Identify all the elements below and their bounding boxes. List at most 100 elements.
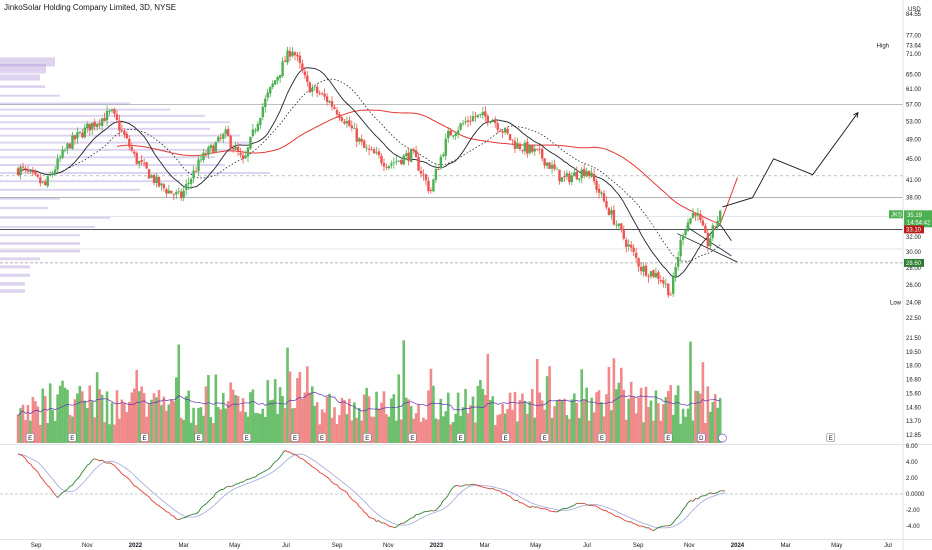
- osc-segment: [198, 507, 202, 513]
- event-marker-label: D: [699, 436, 704, 442]
- volume-bar: [58, 385, 62, 443]
- candle-body: [454, 133, 457, 137]
- candle-body: [459, 123, 462, 130]
- osc-segment: [522, 502, 526, 505]
- osc-segment: [653, 528, 657, 532]
- candle-body: [63, 149, 67, 151]
- profile-bar: [0, 64, 46, 74]
- osc-segment: [440, 500, 444, 506]
- candle-body: [249, 136, 252, 149]
- candle-body: [380, 155, 383, 164]
- candle-body: [664, 283, 667, 285]
- event-marker-label: E: [197, 436, 201, 442]
- osc-segment: [255, 474, 259, 478]
- osc-segment: [650, 529, 654, 532]
- candle-body: [301, 63, 304, 71]
- osc-segment: [44, 482, 49, 486]
- osc-segment: [101, 459, 105, 463]
- volume-bar: [128, 401, 131, 443]
- osc-segment: [492, 487, 496, 491]
- profile-bar: [0, 57, 55, 67]
- level-badge: [904, 258, 924, 267]
- volume-bar: [174, 377, 178, 443]
- candle-body: [39, 177, 42, 184]
- candle-body: [471, 116, 475, 122]
- osc-segment: [475, 484, 479, 487]
- osc-segment: [433, 509, 436, 512]
- osc-segment: [660, 525, 664, 528]
- volume-tick-label: 16.80: [906, 378, 922, 384]
- candle-body: [543, 158, 546, 166]
- osc-segment: [584, 502, 587, 506]
- time-tick-label: May: [229, 543, 240, 549]
- volume-bar: [422, 417, 425, 443]
- osc-segment: [351, 499, 355, 502]
- osc-segment: [329, 479, 333, 483]
- osc-segment: [524, 504, 528, 507]
- oscillator-pane: [0, 450, 903, 532]
- candle-body: [138, 161, 141, 164]
- candle-body: [615, 224, 618, 226]
- candle-body: [456, 130, 460, 135]
- candle-body: [46, 176, 49, 187]
- osc-segment: [354, 500, 358, 504]
- candle-body: [244, 155, 247, 159]
- osc-segment: [309, 464, 313, 468]
- candle-body: [197, 159, 200, 172]
- profile-bar: [0, 257, 40, 261]
- osc-segment: [499, 490, 503, 494]
- volume-bar: [26, 405, 30, 443]
- candle-body: [622, 229, 625, 239]
- profile-bar: [0, 74, 40, 81]
- candle-body: [118, 120, 121, 131]
- osc-tick-label: -2.00: [906, 508, 920, 514]
- candle-body: [264, 98, 267, 108]
- candle-body: [647, 276, 650, 278]
- volume-bar: [676, 385, 680, 443]
- candle-body: [570, 175, 574, 183]
- osc-segment: [250, 476, 254, 480]
- volume-bar: [48, 383, 52, 443]
- volume-bar: [362, 394, 366, 443]
- candle-body: [254, 130, 257, 132]
- volume-tick-label: 14.60: [906, 405, 922, 411]
- candle-body: [355, 128, 358, 142]
- osc-segment: [613, 514, 617, 517]
- osc-segment: [378, 520, 382, 524]
- candle-body: [694, 213, 697, 216]
- candle-body: [503, 128, 507, 133]
- volume-bar: [145, 416, 148, 443]
- osc-segment: [210, 496, 214, 500]
- osc-segment: [606, 510, 610, 514]
- candle-body: [402, 155, 405, 165]
- volume-bar: [315, 402, 319, 443]
- profile-bar: [0, 234, 80, 237]
- osc-segment: [341, 489, 345, 492]
- osc-segment: [618, 516, 622, 519]
- candle-body: [479, 113, 482, 115]
- volume-bar: [259, 413, 262, 443]
- candle-body: [303, 71, 307, 76]
- candle-body: [533, 148, 536, 152]
- volume-bar: [236, 396, 240, 443]
- volume-bar: [558, 399, 561, 443]
- level-badge-label: 28.60: [906, 261, 922, 267]
- volume-bar: [649, 400, 653, 443]
- osc-segment: [420, 511, 424, 514]
- candle-body: [434, 169, 438, 180]
- osc-segment: [109, 462, 113, 465]
- osc-segment: [366, 513, 370, 518]
- candle-body: [29, 170, 32, 172]
- volume-bar: [320, 409, 324, 443]
- candle-body: [145, 162, 148, 169]
- candle-body: [177, 191, 180, 193]
- volume-bar: [380, 402, 383, 443]
- price-tick-label: 38.00: [906, 196, 922, 202]
- candle-body: [652, 270, 655, 277]
- volume-bar: [266, 380, 270, 443]
- candle-body: [419, 170, 423, 174]
- candle-body: [66, 143, 69, 149]
- candle-body: [417, 157, 420, 171]
- candle-body: [392, 162, 396, 164]
